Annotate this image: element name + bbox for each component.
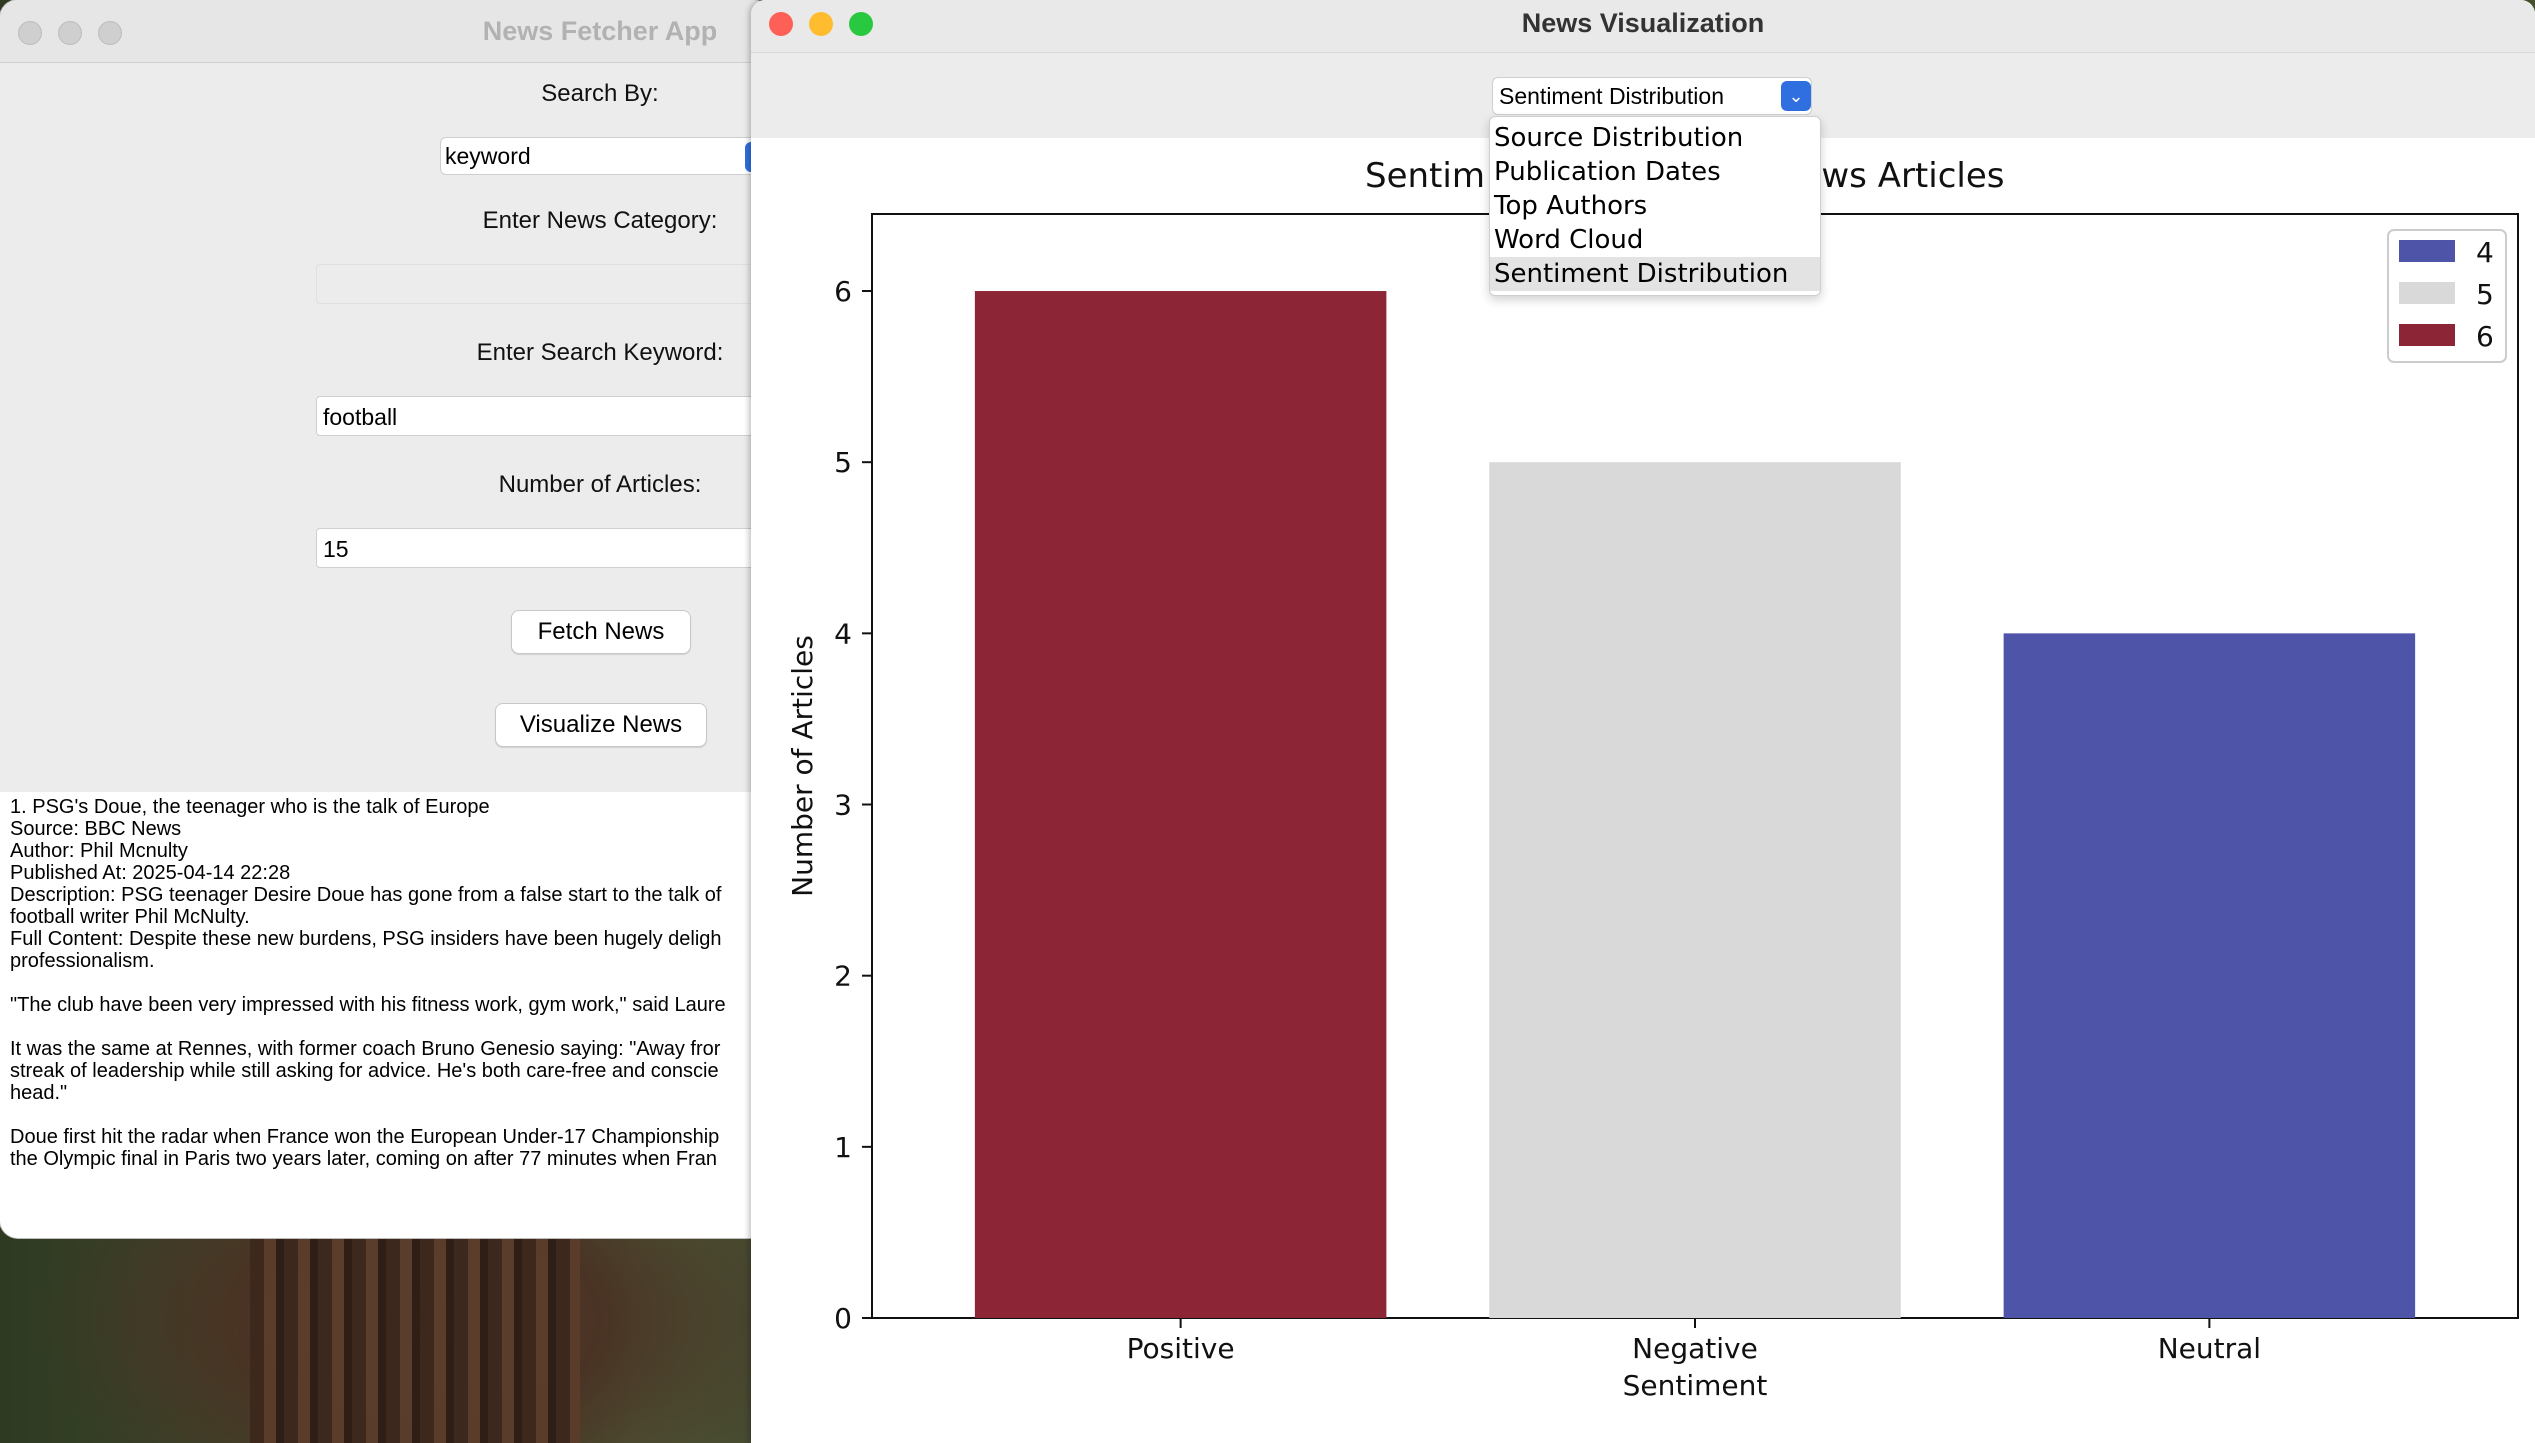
dropdown-option-source-distribution[interactable]: Source Distribution: [1494, 123, 1744, 153]
results-line: Published At: 2025-04-14 22:28: [10, 862, 291, 884]
legend-label: 4: [2476, 236, 2494, 269]
news-fetcher-window: News Fetcher App Search By: keyword ⌄ En…: [0, 0, 770, 1238]
bar-negative: [1489, 462, 1901, 1318]
results-blank-line: [10, 1016, 760, 1038]
bar-positive: [974, 291, 1387, 1319]
x-tick-label: Neutral: [2158, 1332, 2261, 1365]
legend-label: 5: [2476, 278, 2494, 311]
category-label: Enter News Category:: [482, 207, 718, 234]
fetcher-titlebar[interactable]: News Fetcher App: [0, 0, 770, 63]
news-visualization-window: News Visualization Sentiment Distributio…: [751, 0, 2535, 1443]
x-tick-label: Positive: [1127, 1332, 1235, 1365]
keyword-input[interactable]: football: [316, 396, 770, 436]
y-axis-label: Number of Articles: [786, 635, 819, 897]
chevron-down-icon[interactable]: ⌄: [1781, 81, 1811, 111]
legend-swatch: [2399, 240, 2455, 262]
visualize-news-button[interactable]: Visualize News: [495, 703, 707, 747]
y-tick-label: 3: [834, 789, 852, 822]
tree-trunk-wallpaper: [250, 1200, 580, 1443]
dropdown-option-top-authors[interactable]: Top Authors: [1494, 191, 1648, 221]
minimize-icon[interactable]: [809, 12, 833, 36]
search-by-label: Search By:: [541, 80, 659, 107]
category-input[interactable]: [316, 264, 770, 304]
results-line: Full Content: Despite these new burdens,…: [10, 928, 722, 950]
legend-label: 6: [2476, 320, 2494, 353]
count-label: Number of Articles:: [498, 471, 702, 498]
chart-title-left: Sentim: [1365, 156, 1485, 196]
y-tick-label: 1: [834, 1131, 852, 1164]
bar-neutral: [2003, 633, 2416, 1318]
results-line: 1. PSG's Doue, the teenager who is the t…: [10, 796, 490, 818]
y-tick-label: 0: [834, 1302, 852, 1335]
chart-title-right: lews Articles: [1791, 156, 2004, 196]
legend-swatch: [2399, 324, 2455, 346]
fetch-news-button[interactable]: Fetch News: [511, 610, 691, 654]
results-line: football writer Phil McNulty.: [10, 906, 250, 928]
results-line: the Olympic final in Paris two years lat…: [10, 1148, 717, 1170]
chart-type-value: Sentiment Distribution: [1499, 83, 1724, 109]
keyword-label: Enter Search Keyword:: [476, 339, 724, 366]
results-line: It was the same at Rennes, with former c…: [10, 1038, 721, 1060]
y-tick-label: 4: [834, 617, 852, 650]
zoom-icon[interactable]: [98, 21, 122, 45]
zoom-icon[interactable]: [849, 12, 873, 36]
results-line: professionalism.: [10, 950, 155, 972]
window-title: News Visualization: [1521, 8, 1765, 38]
results-line: head.": [10, 1082, 68, 1104]
dropdown-option-publication-dates[interactable]: Publication Dates: [1494, 157, 1721, 187]
y-tick-label: 2: [834, 960, 852, 993]
chart-type-select[interactable]: Sentiment Distribution ⌄: [1492, 77, 1812, 115]
count-input[interactable]: 15: [316, 528, 770, 568]
results-line: Author: Phil Mcnulty: [10, 840, 188, 862]
close-icon[interactable]: [769, 12, 793, 36]
window-title: News Fetcher App: [482, 16, 718, 46]
close-icon[interactable]: [18, 21, 42, 45]
x-tick-label: Negative: [1632, 1332, 1758, 1365]
chart-area: Sentim lews Articles 0 1 2 3 4 5 6 Positive Neg…: [751, 138, 2535, 1443]
search-by-select[interactable]: keyword ⌄: [440, 137, 770, 175]
dropdown-option-word-cloud[interactable]: Word Cloud: [1494, 225, 1644, 255]
dropdown-option-sentiment-distribution[interactable]: Sentiment Distribution: [1490, 257, 1820, 291]
results-line: Source: BBC News: [10, 818, 182, 840]
results-blank-line: [10, 972, 760, 994]
y-tick-label: 6: [834, 275, 852, 308]
chart-type-dropdown-menu: Source Distribution Publication Dates Top …: [1489, 116, 1821, 296]
results-line: "The club have been very impressed with …: [10, 994, 726, 1016]
search-by-value: keyword: [445, 143, 531, 169]
y-tick-label: 5: [834, 446, 852, 479]
results-line: streak of leadership while still asking …: [10, 1060, 719, 1082]
x-axis-label: Sentiment: [1623, 1369, 1768, 1402]
results-text-area[interactable]: 1. PSG's Doue, the teenager who is the t…: [0, 792, 770, 1238]
results-line: Description: PSG teenager Desire Doue ha…: [10, 884, 722, 906]
results-blank-line: [10, 1104, 760, 1126]
results-line: Doue first hit the radar when France won…: [10, 1126, 720, 1148]
sentiment-bar-chart: Sentim lews Articles 0 1 2 3 4 5 6 Positive Neg…: [786, 156, 2519, 1402]
legend-swatch: [2399, 282, 2455, 304]
minimize-icon[interactable]: [58, 21, 82, 45]
visualization-titlebar[interactable]: News Visualization: [751, 0, 2535, 53]
